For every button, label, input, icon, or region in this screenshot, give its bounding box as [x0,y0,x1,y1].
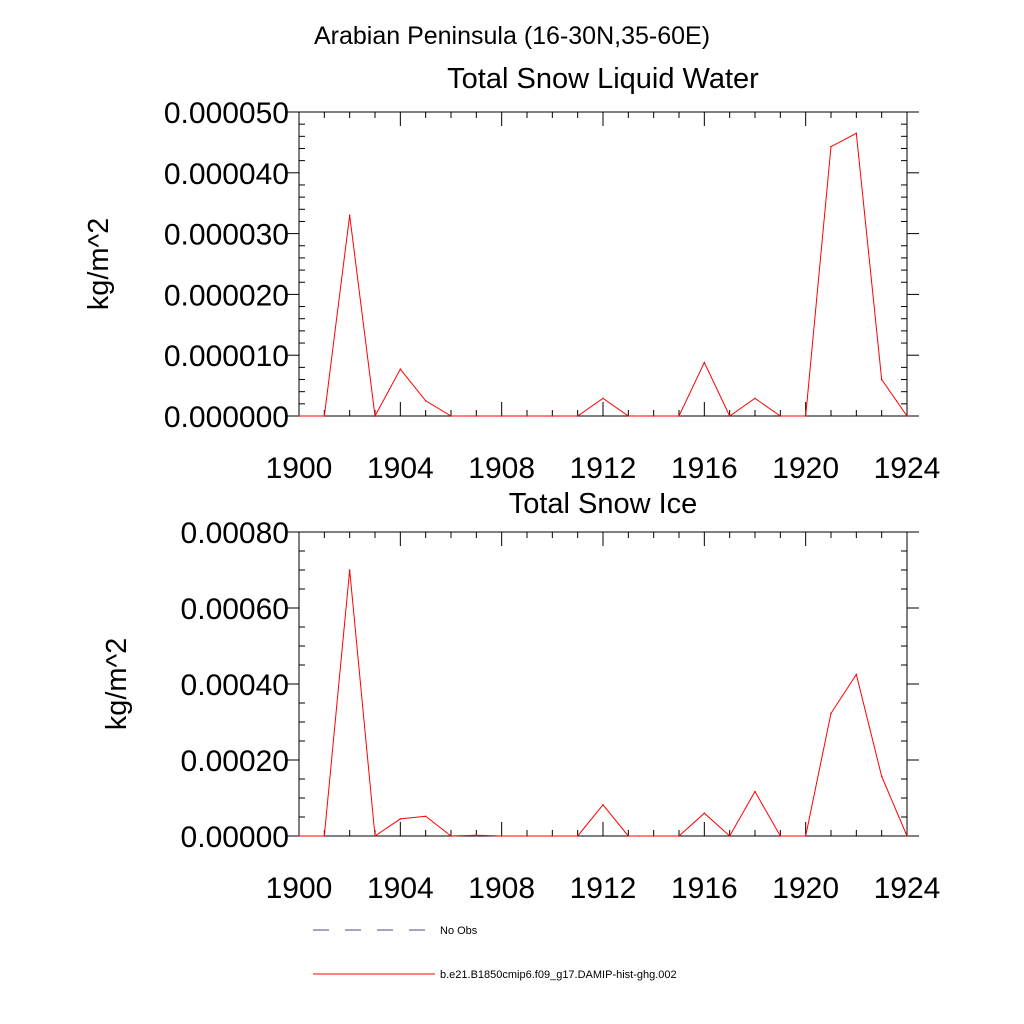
data-point [652,835,655,837]
legend-label-model: b.e21.B1850cmip6.f09_g17.DAMIP-hist-ghg.… [440,969,677,981]
x-tick-label: 1920 [772,872,839,905]
y-tick-label: 0.000020 [164,279,289,312]
data-point [804,835,807,837]
plot-frame [298,111,908,417]
y-axis-label: kg/m^2 [83,218,115,311]
x-tick-label: 1916 [671,452,738,485]
y-tick-label: 0.000040 [164,158,289,191]
data-point [450,835,452,837]
data-point [323,415,326,417]
data-point [450,415,452,417]
x-tick-label: 1924 [874,872,941,905]
x-tick-label: 1908 [468,872,535,905]
x-tick-label: 1904 [367,872,434,905]
data-point [602,397,604,400]
panel-title: Total Snow Liquid Water [447,63,759,95]
y-tick-label: 0.000000 [164,401,289,434]
data-point [678,835,680,837]
data-point [500,835,503,837]
x-tick-label: 1908 [468,452,535,485]
data-point [804,415,807,417]
data-point [348,569,351,571]
data-point [500,415,503,417]
x-tick-label: 1904 [367,452,434,485]
y-tick-label: 0.000030 [164,219,289,252]
series-line [299,569,908,837]
data-point [703,812,706,814]
x-tick-label: 1900 [266,452,333,485]
data-point [906,415,908,417]
data-point [424,400,427,402]
data-point [475,834,478,837]
y-axis-label: kg/m^2 [101,638,133,731]
data-point [551,835,554,837]
data-point [830,145,832,148]
data-point [779,835,782,837]
legend-label-no-obs: No Obs [440,925,478,937]
data-point [298,835,300,837]
x-tick-label: 1912 [570,452,637,485]
data-point [728,835,731,837]
panel-snow-liquid-water: Total Snow Liquid Water kg/m^2 1900 1904 1… [83,63,940,485]
data-point [323,835,326,837]
data-point [551,415,554,417]
x-tick-label: 1912 [570,872,637,905]
y-tick-label: 0.00060 [181,593,289,626]
plot-frame [298,531,908,837]
x-tick-label: 1900 [266,872,333,905]
data-point [526,835,528,837]
data-point [855,132,858,135]
data-point [298,415,300,417]
data-point [374,415,376,417]
data-point [880,378,883,381]
legend: No Obs b.e21.B1850cmip6.f09_g17.DAMIP-hi… [313,925,677,981]
data-point [576,835,579,837]
data-point [576,415,579,417]
panel-title: Total Snow Ice [509,488,698,520]
data-point [399,368,402,370]
data-point [703,361,706,364]
series-line [299,132,908,418]
x-tick-label: 1916 [671,872,738,905]
data-point [728,415,731,417]
y-tick-label: 0.00000 [181,821,289,854]
x-tick-label: 1924 [874,452,941,485]
data-point [779,415,782,417]
data-point [348,214,351,217]
data-point [627,415,630,417]
panel-snow-ice: Total Snow Ice kg/m^2 1900 1904 1908 1912 19… [101,488,940,905]
x-tick-label: 1920 [772,452,839,485]
data-point [754,397,756,400]
data-point [399,818,402,820]
data-point [906,835,908,837]
data-point [652,415,655,417]
data-point [424,815,427,818]
y-tick-label: 0.000050 [164,97,289,130]
data-point [880,775,883,778]
y-tick-label: 0.000010 [164,340,289,373]
data-point [855,673,858,676]
data-point [627,835,630,837]
data-point [602,804,604,806]
main-title: Arabian Peninsula (16-30N,35-60E) [314,22,710,50]
data-point [374,835,376,837]
data-point [678,415,680,417]
data-point [754,790,756,793]
data-point [830,712,832,715]
data-point [475,415,478,417]
data-point [526,415,528,417]
y-tick-label: 0.00080 [181,517,289,550]
y-tick-label: 0.00040 [181,669,289,702]
y-tick-label: 0.00020 [181,745,289,778]
